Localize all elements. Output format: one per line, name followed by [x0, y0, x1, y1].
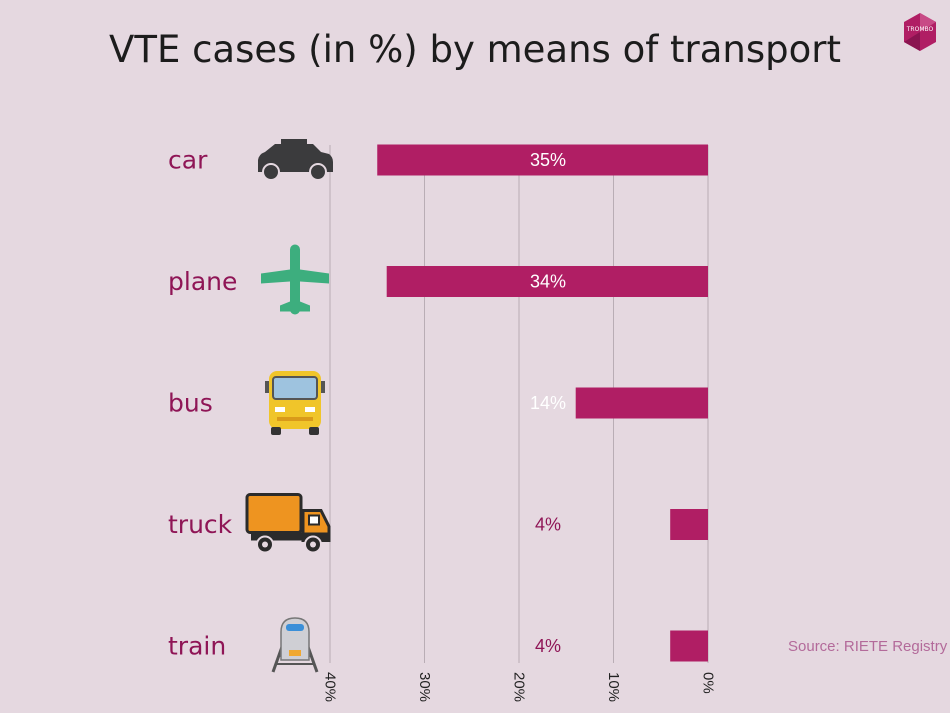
category-label: bus [168, 389, 213, 418]
truck-icon [245, 493, 331, 554]
train-icon [271, 617, 319, 673]
source-note: Source: RIETE Registry [788, 638, 948, 655]
chart-title: VTE cases (in %) by means of transport [109, 28, 841, 71]
tromboassist-logo [904, 13, 936, 51]
data-label: 4% [535, 636, 561, 656]
bar [575, 387, 708, 419]
category-label: plane [168, 267, 237, 296]
bar [377, 144, 708, 176]
tick-label: 30% [416, 672, 433, 702]
data-label: 14% [530, 393, 566, 413]
tick-label: 20% [511, 672, 528, 702]
tick-label: 10% [605, 672, 622, 702]
data-label: 34% [530, 272, 566, 292]
bar [670, 630, 708, 662]
tick-label: 0% [700, 672, 717, 694]
category-label: train [168, 632, 226, 661]
data-label: 35% [530, 150, 566, 170]
bus-icon [265, 371, 325, 435]
bar [670, 509, 708, 540]
bar [386, 266, 708, 297]
car-icon [258, 139, 333, 181]
category-label: car [168, 146, 208, 175]
plane-icon [261, 244, 329, 315]
data-label: 4% [535, 515, 561, 535]
logo-text: TROMBO [906, 26, 934, 33]
category-label: truck [168, 510, 233, 539]
tick-label: 40% [322, 672, 339, 702]
